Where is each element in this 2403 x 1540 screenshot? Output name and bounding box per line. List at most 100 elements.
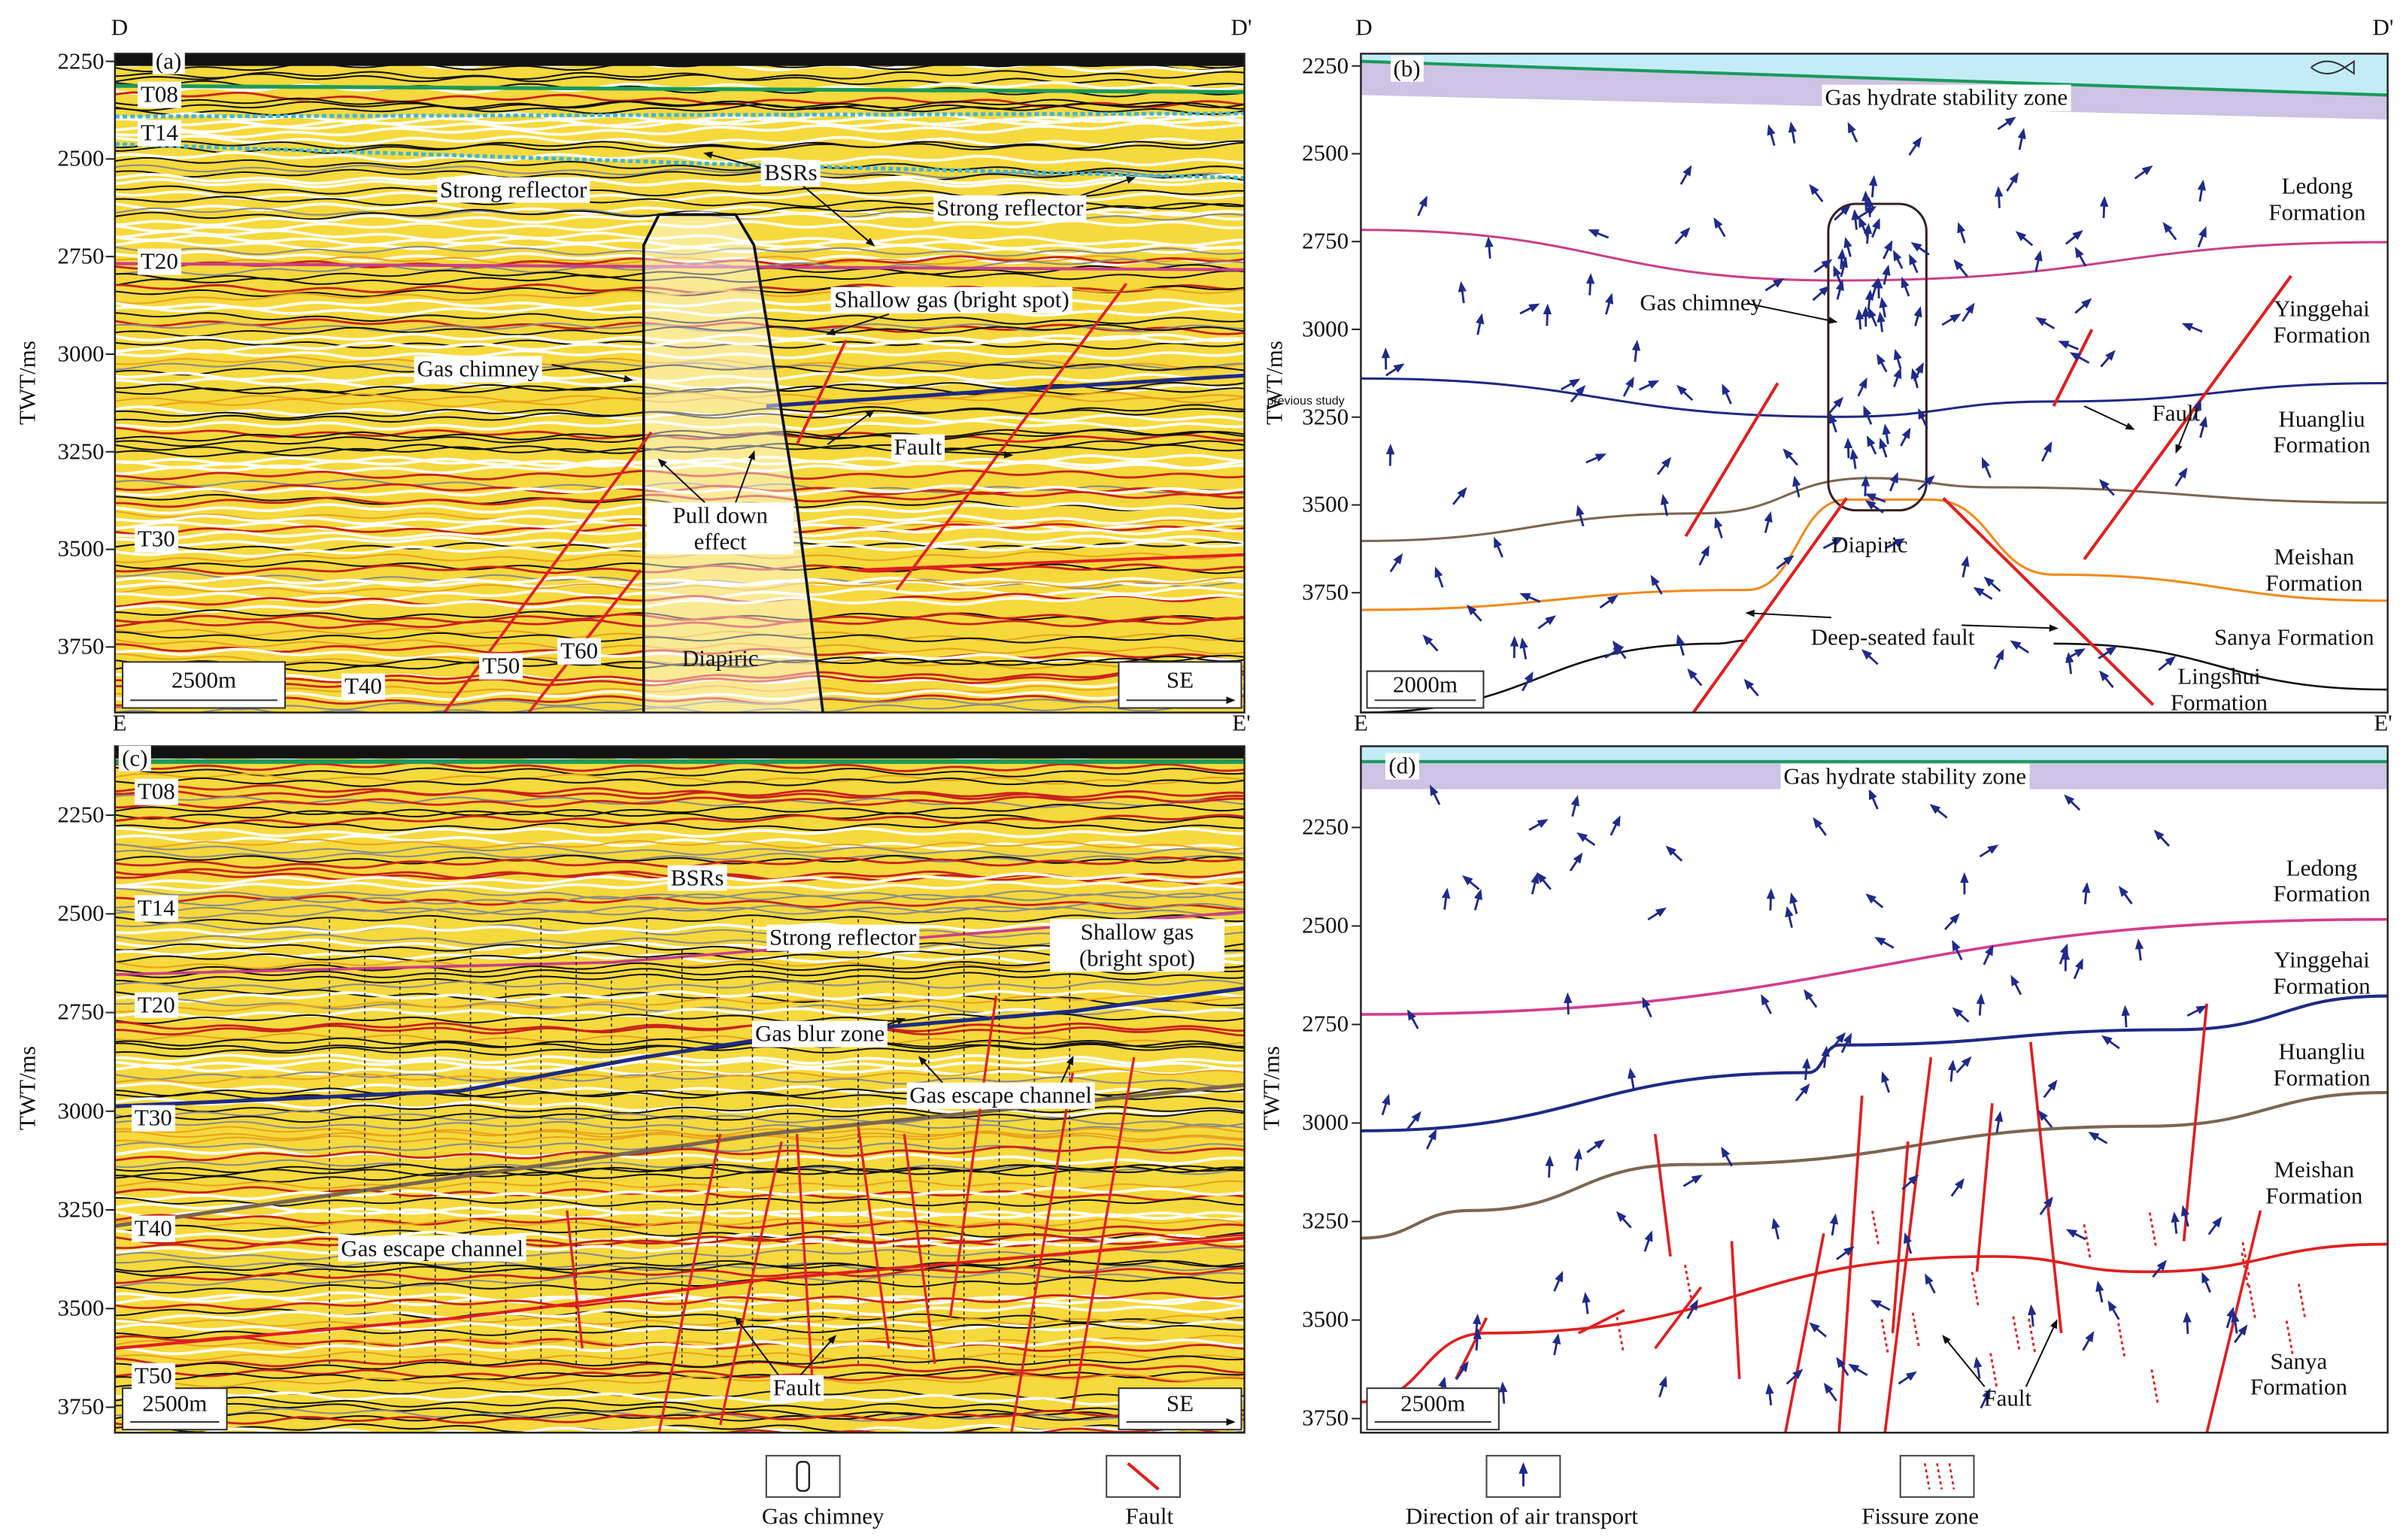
arrow (2082, 1331, 2095, 1351)
annotation: Yinggehai Formation (2273, 946, 2371, 999)
arrow (1952, 1007, 1970, 1023)
reflector (114, 1110, 1245, 1128)
reflector (114, 360, 1245, 371)
section-end: D (1355, 14, 1373, 41)
reflector (114, 972, 1245, 985)
arrow (2034, 250, 2043, 272)
arrow (1893, 348, 1902, 369)
arrow (1521, 671, 1534, 692)
arrow (2065, 1229, 2086, 1241)
horizon (1361, 498, 2388, 611)
pointer (796, 1335, 837, 1380)
fissure (1989, 1353, 1998, 1387)
arrow (1631, 339, 1641, 362)
reflector (114, 795, 1245, 809)
arrow (1776, 555, 1795, 570)
arrow (1604, 646, 1625, 659)
scale-bar-label: 2500m (1400, 1390, 1466, 1417)
reflector (114, 894, 1245, 911)
arrow (1863, 223, 1873, 244)
y-tick-label: 3250 (57, 438, 105, 465)
arrow (1881, 1071, 1890, 1093)
arrow (1676, 634, 1685, 656)
arrow (1851, 209, 1860, 230)
arrow (1868, 174, 1878, 198)
arrow (1953, 259, 1968, 277)
fault (948, 996, 998, 1318)
arrow (1879, 438, 1888, 458)
reflector (114, 1059, 1245, 1071)
arrow (1840, 1032, 1852, 1053)
reflector (114, 1408, 1245, 1424)
reflector (114, 902, 1245, 919)
arrow (1870, 1299, 1891, 1311)
legend-label: Fault (1125, 1502, 1174, 1529)
arrow (2158, 656, 2177, 671)
annotation: T30 (131, 1105, 175, 1132)
reflector (114, 1218, 1245, 1229)
arrow (1660, 493, 1670, 517)
reflector (114, 617, 1245, 629)
y-tick-label: 3750 (1302, 1405, 1349, 1432)
arrow (1616, 1211, 1632, 1229)
arrow (1864, 196, 1874, 217)
arrow (1528, 819, 1549, 831)
reflector (114, 1295, 1245, 1306)
axis-title: TWT/ms (1261, 341, 1288, 426)
annotation: T60 (557, 638, 602, 665)
arrow (2186, 1005, 2207, 1017)
horizon (1361, 994, 2388, 1132)
reflector (114, 428, 1245, 442)
arrow (1582, 1292, 1591, 1314)
fissure (2148, 1212, 2157, 1247)
fish-icon (2310, 59, 2355, 75)
panel-label: (d) (1385, 753, 1419, 780)
arrow (1783, 448, 1798, 466)
arrow (1569, 852, 1583, 872)
seafloor (1361, 59, 2388, 97)
reflector (114, 703, 1245, 713)
arrow (2234, 1324, 2248, 1344)
section-end: E (1353, 709, 1368, 736)
arrow (1983, 944, 1994, 966)
arrow (1822, 538, 1843, 550)
arrow (1743, 678, 1759, 697)
arrow (2065, 229, 2083, 245)
legend-icon (1923, 1463, 1931, 1490)
arrow (1821, 1045, 1830, 1069)
y-tick-label: 2750 (57, 999, 105, 1026)
fault (1455, 1317, 1488, 1380)
seabed-band (114, 53, 1245, 66)
annotation: Meishan Formation (2265, 543, 2363, 596)
legend-label: Direction of air transport (1405, 1502, 1638, 1529)
fault (719, 1141, 783, 1426)
arrow (1813, 817, 1827, 836)
reflector (114, 1071, 1245, 1087)
reflector (114, 814, 1245, 826)
arrow (1950, 1178, 1965, 1197)
arrow (1764, 278, 1785, 292)
arrow (2074, 247, 2087, 267)
fault (443, 431, 653, 713)
arrow (1839, 256, 1848, 277)
arrow (1802, 1057, 1811, 1081)
arrow (2064, 794, 2081, 811)
reflector (114, 1355, 1245, 1370)
arrow (1918, 408, 1928, 429)
arrow (1553, 1271, 1564, 1292)
arrow (1830, 1032, 1846, 1050)
axis-title: TWT/ms (14, 1045, 41, 1130)
reflector (114, 803, 1245, 820)
annotation: T40 (341, 673, 385, 700)
arrow (1913, 306, 1922, 326)
arrow (1903, 1232, 1913, 1254)
annotation: Fault (2152, 399, 2201, 426)
arrow (1833, 265, 1843, 285)
fissure (1871, 1211, 1880, 1245)
horizon-t20 (114, 910, 1245, 976)
arrow (2226, 1306, 2235, 1329)
arrow (1766, 888, 1776, 911)
annotation: Shallow gas (bright spot) (1049, 919, 1224, 972)
reflector (114, 844, 1245, 857)
annotation: Pull down effect (646, 502, 794, 555)
